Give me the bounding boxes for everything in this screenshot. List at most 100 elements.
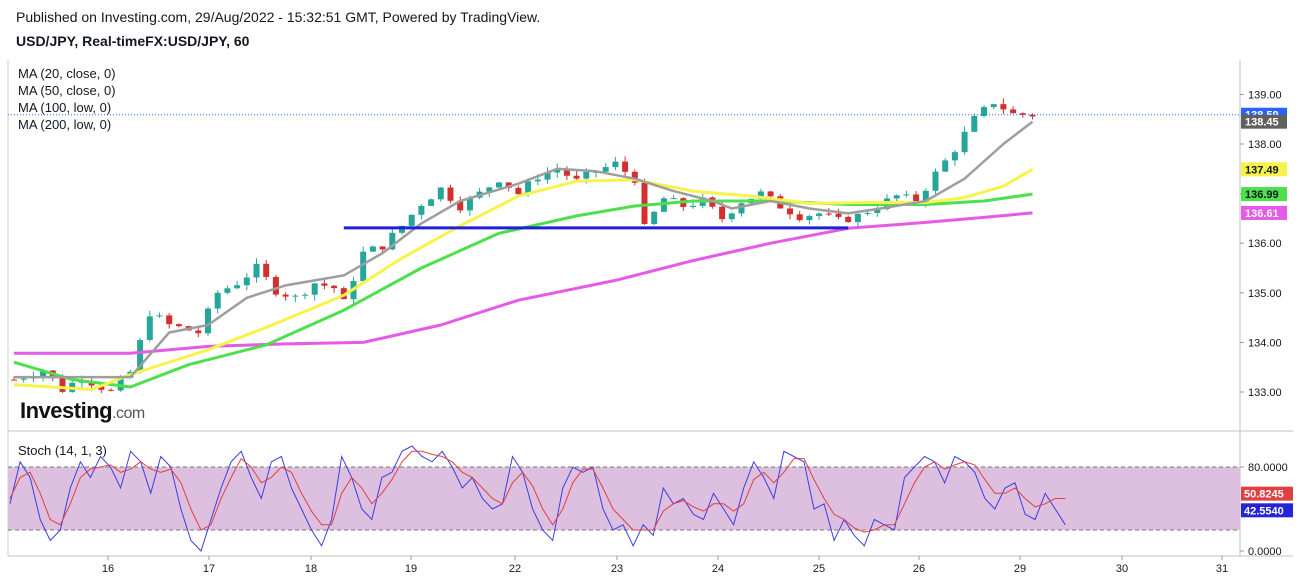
price-tag-bg bbox=[1241, 205, 1287, 220]
candle-body bbox=[137, 339, 144, 372]
candle-body bbox=[311, 283, 318, 295]
candle-body bbox=[399, 225, 405, 233]
candle-body bbox=[951, 152, 958, 161]
candle-body bbox=[942, 160, 949, 172]
candle-body bbox=[505, 182, 512, 188]
candle-body bbox=[1000, 104, 1007, 110]
candle-body bbox=[534, 179, 541, 182]
stoch-k-line bbox=[9, 445, 1066, 552]
time-tick-label: 29 bbox=[1014, 563, 1026, 575]
time-tick-label: 18 bbox=[305, 563, 317, 575]
ma200-line bbox=[14, 211, 1033, 355]
candle-body bbox=[1029, 114, 1036, 117]
candle-body bbox=[757, 191, 764, 199]
candle-body bbox=[466, 197, 473, 211]
price-axes: 133.00134.00135.00136.00137.00138.00139.… bbox=[102, 89, 1287, 575]
price-tag-label: 136.61 bbox=[1245, 208, 1279, 220]
candle-body bbox=[971, 115, 978, 132]
time-tick-label: 17 bbox=[203, 563, 215, 575]
candle-body bbox=[496, 182, 502, 188]
candle-body bbox=[544, 172, 551, 180]
candle-body bbox=[825, 213, 832, 215]
price-tag-label: 138.45 bbox=[1245, 117, 1279, 129]
candle-body bbox=[98, 385, 105, 390]
time-tick-label: 16 bbox=[102, 563, 114, 575]
candle-body bbox=[670, 198, 677, 200]
time-tick-label: 19 bbox=[405, 563, 417, 575]
stoch-tick-label: 80.0000 bbox=[1248, 462, 1288, 474]
candle-body bbox=[11, 379, 17, 381]
candle-body bbox=[447, 187, 454, 201]
candle-body bbox=[360, 251, 367, 282]
candle-body bbox=[117, 377, 124, 391]
candle-body bbox=[554, 169, 561, 173]
candle-body bbox=[816, 213, 823, 217]
candle-body bbox=[243, 277, 250, 286]
candle-body bbox=[263, 263, 270, 277]
price-tag-label: 136.99 bbox=[1245, 189, 1279, 201]
candle-body bbox=[20, 378, 27, 380]
candle-body bbox=[156, 315, 163, 317]
candle-body bbox=[602, 167, 609, 172]
logo-main: Investing bbox=[20, 398, 113, 423]
price-tag-label: 137.49 bbox=[1245, 164, 1279, 176]
candle-body bbox=[234, 285, 241, 289]
candle-body bbox=[428, 199, 435, 206]
legend-ma20: MA (20, close, 0) bbox=[18, 66, 116, 81]
legend-ma100: MA (100, low, 0) bbox=[18, 100, 112, 115]
candle-body bbox=[195, 330, 202, 334]
candle-body bbox=[331, 285, 338, 289]
candle-body bbox=[864, 212, 871, 214]
candle-body bbox=[651, 211, 658, 224]
candle-body bbox=[641, 182, 648, 224]
logo-suffix: .com bbox=[112, 405, 145, 422]
price-tick-label: 138.00 bbox=[1248, 139, 1282, 151]
candle-body bbox=[913, 194, 920, 203]
candle-body bbox=[622, 161, 629, 172]
candle-body bbox=[874, 209, 881, 213]
price-tag-bg bbox=[1241, 187, 1287, 202]
ma100-line bbox=[13, 192, 1033, 389]
candle-body bbox=[205, 308, 211, 334]
candle-body bbox=[302, 294, 308, 296]
time-tick-label: 30 bbox=[1116, 563, 1128, 575]
candle-body bbox=[767, 191, 774, 197]
candle-body bbox=[981, 107, 987, 116]
candle-body bbox=[408, 214, 415, 226]
candle-body bbox=[292, 295, 299, 297]
candle-body bbox=[224, 288, 231, 293]
price-tick-label: 136.00 bbox=[1248, 238, 1282, 250]
candle-body bbox=[437, 187, 444, 200]
price-tick-label: 133.00 bbox=[1248, 387, 1282, 399]
time-tick-label: 22 bbox=[509, 563, 521, 575]
candle-body bbox=[796, 214, 803, 221]
candle-body bbox=[660, 198, 667, 212]
candle-body bbox=[525, 181, 532, 195]
candle-body bbox=[272, 276, 279, 295]
legend-ma200: MA (200, low, 0) bbox=[18, 117, 112, 132]
chart-symbol-title: USD/JPY, Real-timeFX:USD/JPY, 60 bbox=[16, 33, 250, 49]
stoch-legend: Stoch (14, 1, 3) bbox=[18, 443, 107, 458]
ma50-line bbox=[13, 168, 1034, 391]
price-tick-label: 135.00 bbox=[1248, 288, 1282, 300]
candle-body bbox=[379, 246, 386, 250]
candle-body bbox=[719, 206, 726, 220]
stoch-tick-label: 0.0000 bbox=[1248, 546, 1282, 558]
candle-body bbox=[486, 187, 493, 192]
support-line bbox=[8, 114, 1240, 230]
price-tag-bg bbox=[1241, 114, 1287, 129]
time-tick-label: 25 bbox=[813, 563, 825, 575]
candle-body bbox=[990, 104, 997, 108]
price-tag-bg bbox=[1241, 162, 1287, 177]
candle-body bbox=[253, 263, 260, 278]
candle-body bbox=[922, 190, 929, 203]
candle-body bbox=[835, 213, 842, 217]
stochastic-panel: 80.0000 0.0000 50.8245 42.5540 bbox=[8, 445, 1293, 558]
candle-body bbox=[146, 316, 153, 340]
time-tick-label: 26 bbox=[913, 563, 925, 575]
candle-body bbox=[418, 205, 425, 215]
time-tick-label: 31 bbox=[1216, 563, 1228, 575]
candle-body bbox=[787, 208, 793, 215]
published-notice: Published on Investing.com, 29/Aug/2022 … bbox=[16, 9, 541, 25]
